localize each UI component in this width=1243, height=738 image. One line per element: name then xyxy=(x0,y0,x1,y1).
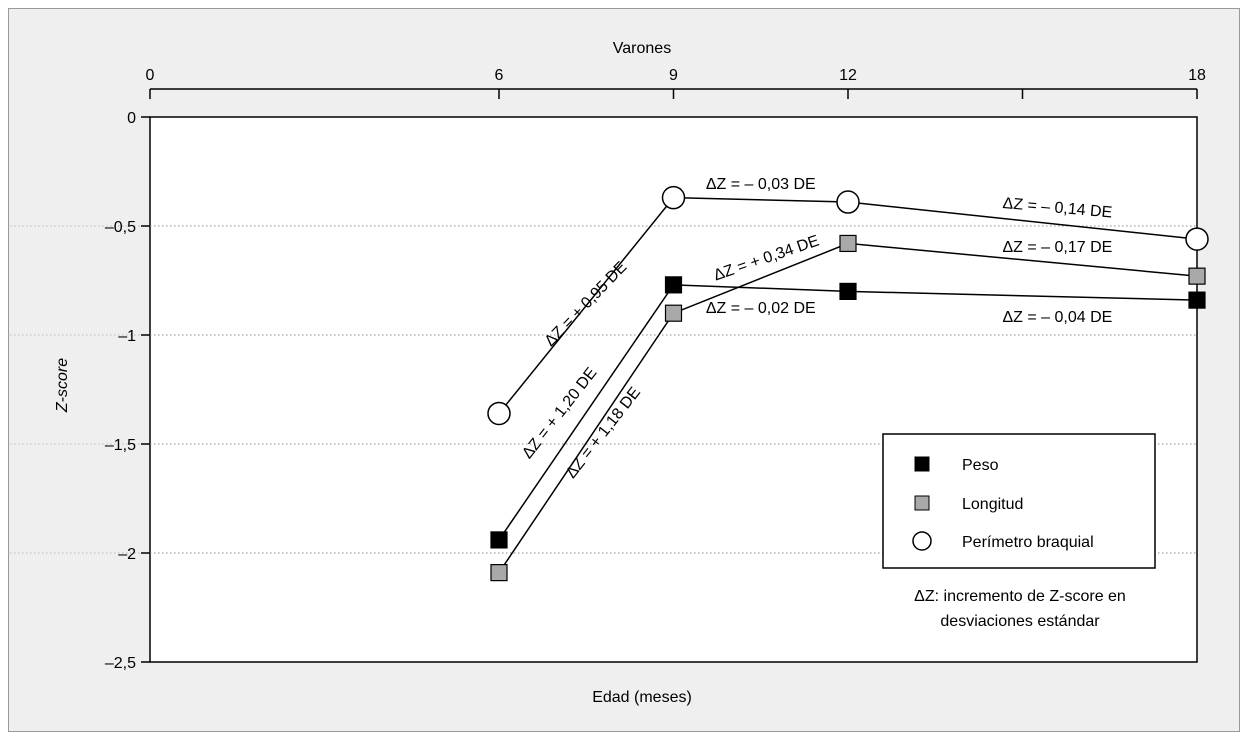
y-tick-label: 0 xyxy=(127,110,136,127)
note-line-2: desviaciones estándar xyxy=(940,613,1100,630)
legend-marker-perimetro xyxy=(912,531,932,551)
series-layer xyxy=(487,185,1209,582)
legend-label-perimetro: Perímetro braquial xyxy=(962,534,1094,551)
data-point xyxy=(1188,291,1206,309)
chart-title: Varones xyxy=(613,40,671,57)
x-tick-label: 12 xyxy=(839,67,857,84)
series-line xyxy=(498,284,1198,541)
data-point xyxy=(487,401,511,426)
note-line-1: ΔZ: incremento de Z-score en xyxy=(914,588,1126,605)
delta-annotation: ΔZ = – 0,03 DE xyxy=(706,176,816,193)
legend-label-peso: Peso xyxy=(962,457,999,474)
chart-frame: Varones Edad (meses) Z-score 0 6 9 12 18 0 –0,… xyxy=(8,8,1240,732)
legend: Peso Longitud Perímetro braquial xyxy=(882,433,1156,569)
data-point xyxy=(661,185,686,210)
y-tick-label: –1 xyxy=(118,328,136,345)
data-point xyxy=(839,234,857,253)
y-tick-label: –2,5 xyxy=(105,655,136,672)
y-tick-label: –0,5 xyxy=(105,219,136,236)
legend-marker-longitud xyxy=(914,495,930,511)
delta-annotation: ΔZ = – 0,04 DE xyxy=(1002,309,1112,326)
x-axis-title: Edad (meses) xyxy=(592,689,692,706)
data-point xyxy=(839,282,857,300)
delta-annotation: ΔZ = – 0,17 DE xyxy=(1002,239,1112,256)
chart-svg: Varones Edad (meses) Z-score 0 6 9 12 18 0 –0,… xyxy=(10,40,1209,706)
x-tick-label: 9 xyxy=(669,67,678,84)
grid-layer xyxy=(10,225,150,554)
legend-marker-peso xyxy=(914,456,930,472)
data-point xyxy=(1188,267,1206,285)
delta-annotation: ΔZ = – 0,02 DE xyxy=(706,300,816,317)
data-point xyxy=(836,190,860,214)
data-point xyxy=(664,304,683,322)
y-tick-label: –2 xyxy=(118,546,136,563)
data-point xyxy=(1185,227,1209,251)
data-point xyxy=(490,564,508,582)
data-point xyxy=(490,531,508,549)
axes: 0 6 9 12 18 0 –0,5 –1 –1,5 –2 –2,5 xyxy=(105,67,1206,672)
x-tick-label: 18 xyxy=(1188,67,1206,84)
series-line xyxy=(498,242,1198,574)
x-tick-label: 0 xyxy=(146,67,155,84)
x-tick-label: 6 xyxy=(495,67,504,84)
y-tick-label: –1,5 xyxy=(105,437,136,454)
legend-label-longitud: Longitud xyxy=(962,496,1023,513)
series-line xyxy=(498,196,1198,414)
y-axis-title: Z-score xyxy=(54,358,71,413)
data-point xyxy=(664,276,683,294)
